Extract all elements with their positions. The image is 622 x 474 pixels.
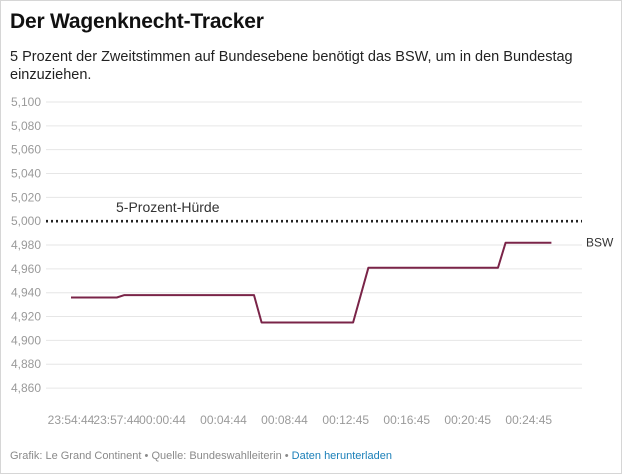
y-tick-label: 4,880 (11, 357, 41, 371)
y-tick-label: 4,900 (11, 333, 41, 347)
threshold-label: 5-Prozent-Hürde (116, 199, 220, 215)
y-tick-label: 5,100 (11, 95, 41, 109)
y-tick-label: 5,080 (11, 119, 41, 133)
x-tick-label: 00:12:45 (322, 413, 369, 427)
y-tick-label: 5,060 (11, 143, 41, 157)
x-tick-label: 00:08:44 (261, 413, 308, 427)
y-tick-label: 5,040 (11, 167, 41, 181)
y-axis: 5,100 5,080 5,060 5,040 5,020 5,000 4,980 4,960… (11, 95, 41, 395)
x-tick-label: 00:00:44 (139, 413, 186, 427)
y-tick-label: 5,000 (11, 214, 41, 228)
chart-subtitle: 5 Prozent der Zweitstimmen auf Bundesebe… (10, 49, 573, 83)
x-tick-label: 00:20:45 (444, 413, 491, 427)
chart-footer: Grafik: Le Grand Continent • Quelle: Bun… (10, 450, 392, 462)
footer-source: Quelle: Bundeswahlleiterin (151, 450, 282, 462)
x-tick-label: 23:54:44 (48, 413, 95, 427)
footer-separator: • (281, 450, 292, 462)
y-tick-label: 5,020 (11, 190, 41, 204)
series-line-bsw (71, 241, 552, 324)
y-tick-label: 4,980 (11, 238, 41, 252)
chart-title: Der Wagenknecht-Tracker (10, 10, 264, 33)
y-tick-label: 4,940 (11, 286, 41, 300)
x-tick-label: 00:04:44 (200, 413, 247, 427)
x-tick-label: 00:16:45 (383, 413, 430, 427)
series-layer: BSW (71, 236, 614, 324)
threshold-layer: 5-Prozent-Hürde (46, 199, 582, 223)
grid-layer (46, 101, 582, 389)
x-tick-label: 00:24:45 (505, 413, 552, 427)
x-axis: 23:54:44 23:57:44 00:00:44 00:04:44 00:08:44… (48, 413, 553, 427)
y-tick-label: 4,920 (11, 310, 41, 324)
footer-credit: Grafik: Le Grand Continent (10, 450, 142, 462)
y-tick-label: 4,860 (11, 381, 41, 395)
download-data-link[interactable]: Daten herunterladen (291, 450, 392, 462)
footer-separator: • (141, 450, 152, 462)
y-tick-label: 4,960 (11, 262, 41, 276)
series-label-bsw: BSW (586, 236, 614, 250)
x-tick-label: 23:57:44 (93, 413, 140, 427)
